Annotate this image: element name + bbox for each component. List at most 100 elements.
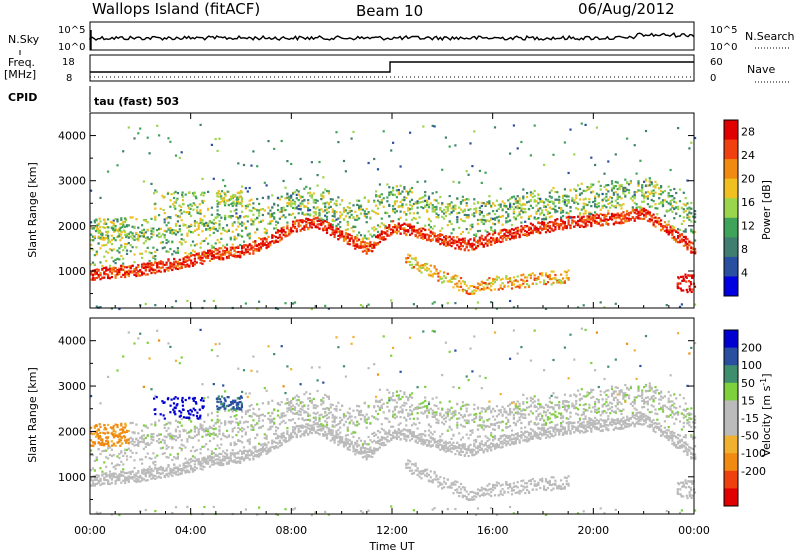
power-cell: [382, 205, 385, 208]
power-cell: [282, 206, 285, 209]
velocity-cell: [225, 449, 229, 452]
power-cell: [505, 275, 508, 278]
velocity-cell: [242, 458, 246, 461]
power-cell: [176, 231, 179, 234]
nsky-line: [89, 32, 695, 42]
velocity-cell: [233, 452, 236, 455]
power-cell: [405, 213, 408, 216]
power-cell: [179, 209, 182, 212]
power-cell: [320, 223, 323, 227]
power-cell: [461, 280, 464, 283]
freq-unit: [MHz]: [4, 68, 36, 81]
power-cell: [686, 245, 689, 248]
velocity-cell: [174, 359, 178, 362]
power-cell: [493, 229, 497, 232]
velocity-cell: [116, 424, 119, 427]
power-cell: [614, 206, 617, 209]
power-cell: [554, 222, 557, 225]
power-cell: [550, 220, 553, 224]
power-cell: [161, 247, 164, 250]
power-cell: [416, 180, 419, 183]
power-cell: [476, 301, 480, 304]
power-cell: [501, 277, 504, 280]
velocity-cell: [135, 474, 138, 477]
velocity-cell: [222, 450, 225, 453]
velocity-cell: [125, 479, 129, 482]
power-cell: [182, 260, 185, 263]
power-cell: [456, 212, 459, 215]
power-cell: [567, 215, 570, 218]
power-cell: [293, 222, 297, 225]
power-cell: [437, 272, 440, 275]
power-cell: [635, 216, 638, 219]
power-cell: [220, 258, 223, 261]
power-cell: [350, 227, 353, 230]
power-cell: [303, 204, 306, 208]
power-cell: [405, 257, 408, 260]
power-cell: [327, 226, 330, 229]
power-cell: [344, 235, 347, 239]
power-cell: [516, 229, 519, 233]
power-cell: [492, 233, 495, 236]
power-cell: [342, 208, 346, 211]
velocity-cell: [225, 453, 229, 456]
power-cell: [171, 253, 174, 256]
power-cell: [624, 188, 627, 191]
power-cell: [678, 239, 682, 242]
power-cell: [239, 216, 242, 219]
power-cell: [210, 247, 213, 250]
velocity-cell: [171, 458, 174, 462]
power-cell: [101, 267, 104, 270]
power-cell: [582, 198, 585, 201]
power-cell: [388, 215, 391, 218]
power-cell: [431, 239, 434, 242]
power-cell: [248, 235, 251, 238]
velocity-cell: [229, 452, 232, 455]
power-cell: [550, 270, 553, 273]
power-cell: [182, 263, 185, 266]
power-cell: [290, 202, 293, 205]
velocity-cell: [169, 437, 172, 440]
power-cell: [299, 208, 302, 211]
power-cell: [112, 219, 115, 222]
power-cell: [327, 190, 330, 193]
power-cell: [554, 208, 557, 212]
power-cell: [227, 203, 230, 207]
velocity-cell: [214, 343, 217, 346]
power-cell: [603, 306, 606, 309]
velocity-cell: [120, 470, 123, 474]
power-cell: [252, 213, 255, 216]
velocity-cell: [142, 424, 145, 427]
power-cell: [437, 275, 440, 278]
power-cell: [565, 195, 568, 198]
power-colorbar-swatch: [724, 198, 738, 219]
velocity-cell: [99, 425, 102, 428]
power-cell: [101, 244, 104, 247]
power-cell: [390, 228, 393, 231]
power-cell: [173, 266, 176, 269]
power-cell: [578, 217, 582, 220]
power-cell: [333, 212, 336, 215]
power-cell: [188, 211, 191, 214]
power-cell: [246, 204, 249, 207]
power-cell: [169, 263, 172, 267]
power-cell: [514, 201, 517, 205]
power-cell: [399, 210, 402, 213]
power-cell: [203, 253, 206, 256]
power-cell: [269, 209, 272, 212]
velocity-cell: [127, 442, 130, 445]
power-cell: [539, 231, 542, 234]
velocity-cell: [146, 441, 149, 445]
power-cell: [162, 208, 165, 212]
power-cell: [171, 265, 174, 268]
velocity-cell: [201, 465, 204, 468]
power-cell: [446, 203, 449, 206]
power-cell: [541, 271, 544, 275]
power-cell: [612, 187, 615, 190]
power-cell: [108, 240, 112, 243]
power-cell: [561, 215, 565, 218]
freq-label: Freq.: [8, 56, 35, 69]
power-cell: [673, 200, 676, 203]
velocity-cell: [199, 460, 202, 463]
power-cell: [105, 267, 108, 270]
